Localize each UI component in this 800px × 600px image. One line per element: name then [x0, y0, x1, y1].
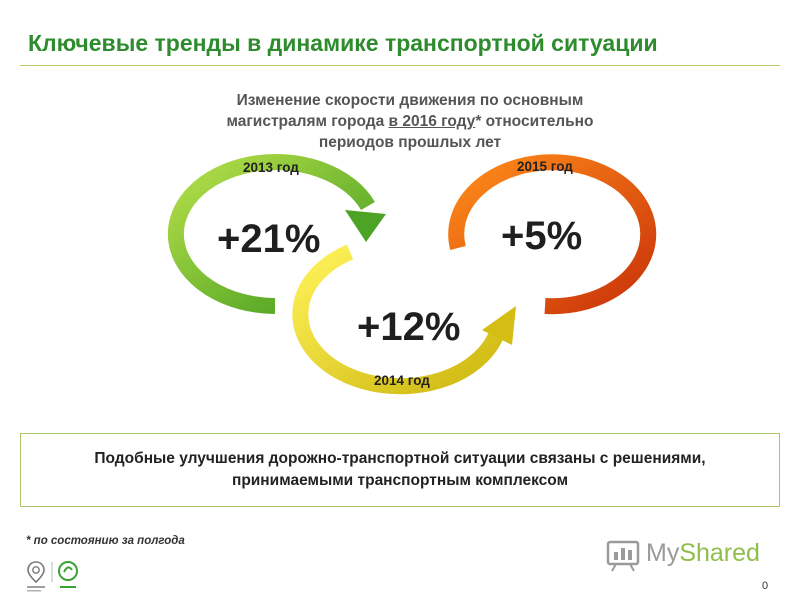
subtitle-line-3: периодов прошлых лет: [318, 134, 502, 151]
year-label-2013: 2013 год: [243, 160, 299, 175]
year-label-2015: 2015 год: [517, 159, 573, 174]
subtitle-line-2-suffix: * относительно: [475, 113, 594, 130]
value-2014: +12%: [357, 305, 461, 349]
watermark-text: MyShared: [646, 539, 760, 568]
value-2015: +5%: [501, 214, 583, 258]
page-number: 0: [762, 580, 769, 592]
footnote: * по состоянию за полгода: [26, 535, 185, 547]
cycle-2014-arrow: [292, 244, 516, 395]
watermark-highlight: Shared: [679, 539, 760, 567]
page-title: Ключевые тренды в динамике транспортной …: [28, 30, 658, 56]
watermark-prefix: My: [646, 539, 680, 567]
subtitle-line-2: магистралям города в 2016 году* относите…: [170, 111, 650, 132]
watermark-logo: [606, 540, 640, 572]
cycle-2013-arrow: [167, 154, 386, 314]
presentation-board-icon: [606, 540, 640, 572]
transport-logo-icon: [27, 561, 45, 592]
conclusion-box: Подобные улучшения дорожно-транспортной …: [20, 433, 780, 507]
value-2013: +21%: [217, 217, 321, 261]
subtitle-line-1: Изменение скорости движения по основным: [236, 92, 584, 109]
year-label-2014: 2014 год: [374, 373, 430, 388]
conclusion-text: Подобные улучшения дорожно-транспортной …: [94, 450, 706, 489]
codd-logo-icon: [58, 561, 78, 588]
subtitle-line-2-prefix: магистралям города: [226, 113, 389, 130]
chart-subtitle: Изменение скорости движения по основным …: [170, 90, 650, 153]
cycle-2015-arrow: [448, 154, 657, 315]
subtitle-year-underlined: в 2016 году: [388, 113, 476, 130]
organization-logos: [27, 561, 78, 592]
speed-change-cycle-diagram: [167, 154, 657, 395]
title-divider: [20, 65, 780, 66]
